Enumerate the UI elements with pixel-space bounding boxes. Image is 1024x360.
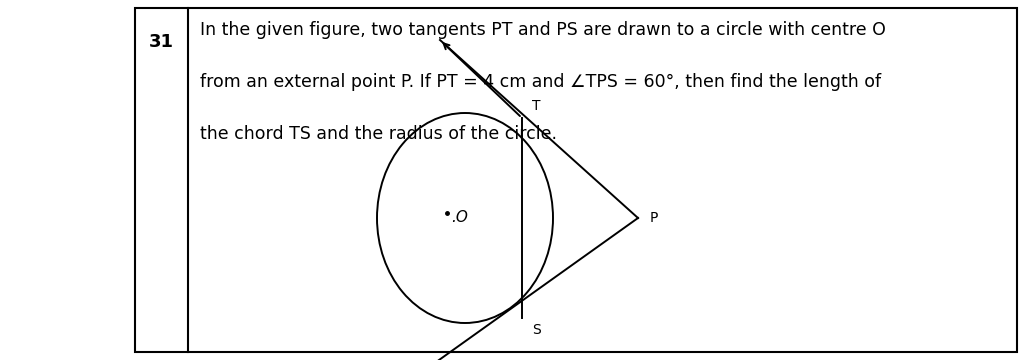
Text: from an external point P. If PT = 4 cm and ∠TPS = 60°, then find the length of: from an external point P. If PT = 4 cm a… (200, 73, 881, 91)
Bar (135, 8, 1017, 352)
Text: 31: 31 (150, 33, 174, 51)
Text: T: T (532, 99, 541, 113)
Text: P: P (650, 211, 658, 225)
Text: the chord TS and the radius of the circle.: the chord TS and the radius of the circl… (200, 125, 557, 143)
Text: .O: .O (452, 211, 468, 225)
Text: In the given figure, two tangents PT and PS are drawn to a circle with centre O: In the given figure, two tangents PT and… (200, 21, 886, 39)
Text: S: S (532, 323, 541, 337)
